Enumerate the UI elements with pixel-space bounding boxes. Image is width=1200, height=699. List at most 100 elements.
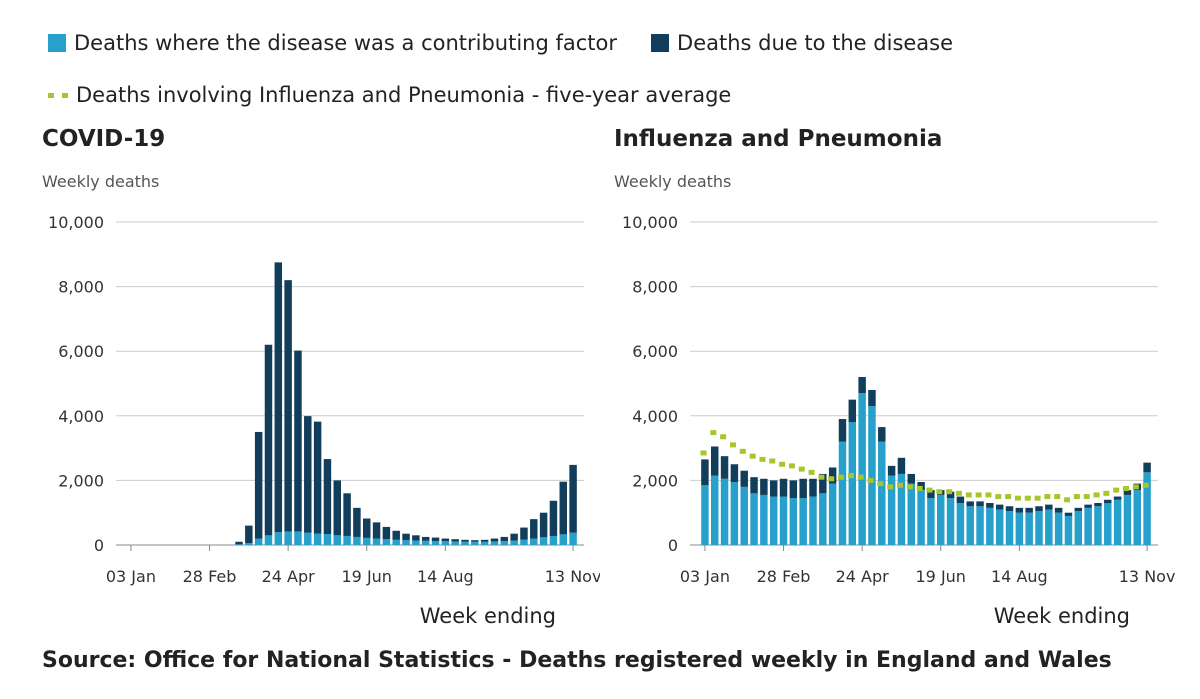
covid-bar-due: [412, 535, 420, 541]
covid-bar-due: [510, 533, 518, 541]
flu-bar-contributing: [1015, 512, 1024, 545]
covid-bar-contributing: [549, 535, 558, 545]
flu-bar-due: [779, 478, 788, 497]
source-note: Source: Office for National Statistics -…: [42, 648, 1112, 673]
flu-bar-contributing: [907, 483, 915, 545]
flu-bar-contributing: [995, 509, 1004, 545]
flu-bar-due: [809, 478, 817, 497]
covid-bar-due: [343, 493, 351, 536]
legend-item-average: Deaths involving Influenza and Pneumonia…: [48, 83, 731, 107]
covid-bar-contributing: [284, 531, 292, 545]
covid-x-axis-label: Week ending: [420, 604, 556, 628]
flu-bar-contributing: [1045, 509, 1053, 545]
flu-bar-due: [1074, 507, 1083, 512]
flu-bar-due: [956, 496, 965, 504]
covid-x-tick-label: 24 Apr: [262, 567, 316, 586]
covid-bar-contributing: [490, 541, 499, 545]
covid-bar-due: [530, 519, 538, 539]
covid-chart: 0 2,000 4,000 6,000 8,000 10,000 03 Jan 28 Feb 2…: [48, 213, 600, 628]
covid-bar-contributing: [530, 538, 538, 545]
flu-bar-contributing: [1084, 507, 1092, 545]
covid-bar-due: [284, 280, 292, 532]
covid-bar-contributing: [471, 541, 479, 545]
flu-bar-contributing: [730, 482, 739, 545]
covid-bar-contributing: [412, 540, 420, 545]
flu-bar-contributing: [1104, 503, 1112, 545]
flu-bar-due: [789, 480, 798, 499]
flu-bar-due: [897, 457, 906, 474]
flu-bar-due: [1113, 496, 1122, 500]
flu-bar-due: [848, 399, 857, 423]
flu-y-tick-label: 4,000: [632, 407, 678, 426]
covid-bar-due: [559, 481, 567, 535]
covid-y-tick-label: 8,000: [58, 278, 104, 297]
flu-y-tick-label: 8,000: [632, 278, 678, 297]
flu-bar-contributing: [740, 486, 748, 545]
covid-bar-contributing: [264, 535, 273, 545]
covid-bar-contributing: [539, 537, 548, 545]
flu-bar-contributing: [750, 493, 758, 545]
covid-bar-contributing: [480, 541, 489, 545]
covid-y-tick-label: 6,000: [58, 342, 104, 361]
flu-y-tick-label: 10,000: [622, 213, 678, 232]
flu-bar-due: [995, 504, 1004, 510]
flu-bar-contributing: [1133, 490, 1141, 545]
covid-bar-due: [353, 507, 361, 537]
flu-x-tick-label: 13 Nov: [1119, 567, 1176, 586]
flu-chart-title: Influenza and Pneumonia: [614, 126, 943, 152]
covid-x-tick-label: 14 Aug: [417, 567, 474, 586]
flu-bar-contributing: [917, 490, 925, 545]
covid-bar-due: [421, 536, 430, 541]
flu-bar-contributing: [769, 496, 778, 545]
legend-item-due: Deaths due to the disease: [651, 31, 953, 55]
covid-y-tick-label: 0: [94, 536, 104, 555]
flu-bar-due: [1045, 504, 1053, 510]
flu-bar-due: [711, 446, 719, 476]
flu-bar-due: [1005, 506, 1014, 512]
covid-bar-contributing: [421, 540, 430, 545]
flu-bar-due: [769, 480, 778, 497]
covid-bar-contributing: [254, 538, 263, 545]
covid-bar-contributing: [235, 544, 243, 545]
flu-bar-contributing: [799, 498, 807, 545]
covid-bar-due: [451, 539, 459, 542]
covid-bar-due: [520, 527, 528, 540]
flu-bar-due: [1025, 507, 1033, 513]
covid-chart-title: COVID-19: [42, 126, 166, 152]
flu-bar-contributing: [1025, 512, 1033, 545]
covid-bar-contributing: [569, 532, 577, 545]
flu-bar-contributing: [986, 507, 994, 545]
covid-bar-due: [313, 421, 322, 534]
flu-bar-due: [760, 478, 768, 495]
covid-bar-contributing: [382, 539, 391, 545]
covid-bar-due: [402, 533, 410, 541]
flu-bar-due: [730, 464, 739, 483]
flu-bar-due: [976, 501, 984, 507]
covid-bar-due: [254, 431, 263, 539]
flu-x-tick-label: 19 Jun: [916, 567, 966, 586]
flu-bar-contributing: [1005, 511, 1014, 545]
flu-bar-contributing: [878, 441, 886, 545]
flu-bar-contributing: [838, 441, 847, 545]
covid-bar-contributing: [343, 535, 351, 545]
covid-bar-due: [500, 536, 509, 542]
flu-bar-contributing: [1113, 499, 1122, 545]
flu-bar-contributing: [1074, 511, 1083, 545]
flu-bar-due: [701, 459, 709, 486]
flu-bar-due: [1143, 462, 1151, 473]
flu-x-tick-label: 14 Aug: [991, 567, 1048, 586]
covid-x-tick-label: 13 Nov: [545, 567, 600, 586]
covid-bar-contributing: [372, 538, 381, 545]
covid-bar-contributing: [304, 532, 312, 545]
flu-bar-due: [927, 490, 935, 499]
covid-bar-due: [431, 537, 440, 542]
flu-x-tick-label: 03 Jan: [680, 567, 730, 586]
flu-bar-contributing: [809, 496, 817, 545]
flu-bar-due: [887, 465, 896, 476]
flu-bar-contributing: [937, 494, 945, 545]
flu-bar-contributing: [711, 475, 719, 545]
legend-item-contributing: Deaths where the disease was a contribut…: [48, 31, 617, 55]
covid-bar-contributing: [363, 537, 371, 545]
covid-bar-contributing: [392, 539, 400, 545]
covid-bar-contributing: [333, 535, 341, 545]
